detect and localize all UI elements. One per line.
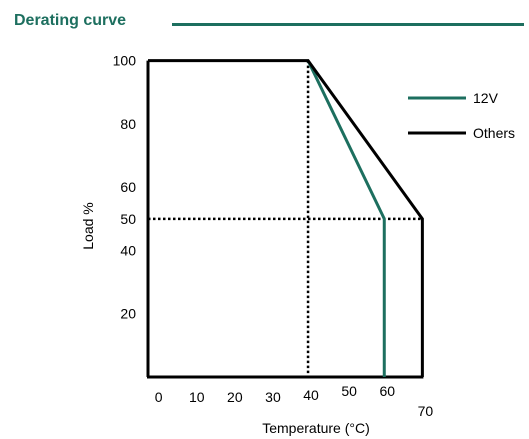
chart-header: Derating curve [14,8,524,38]
series-line-12v [306,59,386,377]
y-tick-label: 20 [120,306,136,322]
legend-label-12v: 12V [473,90,499,106]
legend-label-others: Others [473,125,515,141]
x-tick-label: 0 [155,389,163,405]
y-tick-label: 100 [113,53,137,69]
x-tick-label: 20 [227,389,243,405]
y-tick-label: 40 [120,242,136,258]
y-tick-label: 80 [120,116,136,132]
x-tick-label: 70 [418,403,434,419]
x-tick-label: 50 [341,383,357,399]
y-axis-label: Load % [80,202,96,249]
header-rule [172,23,524,26]
x-tick-label: 60 [379,383,395,399]
series-line-others [148,59,424,377]
x-tick-label: 40 [303,387,319,403]
x-tick-label: 10 [189,389,205,405]
chart-title: Derating curve [14,12,127,29]
y-tick-label: 60 [120,179,136,195]
y-tick-label: 50 [120,211,136,227]
x-tick-label: 30 [265,389,281,405]
x-axis-label: Temperature (°C) [262,420,370,436]
